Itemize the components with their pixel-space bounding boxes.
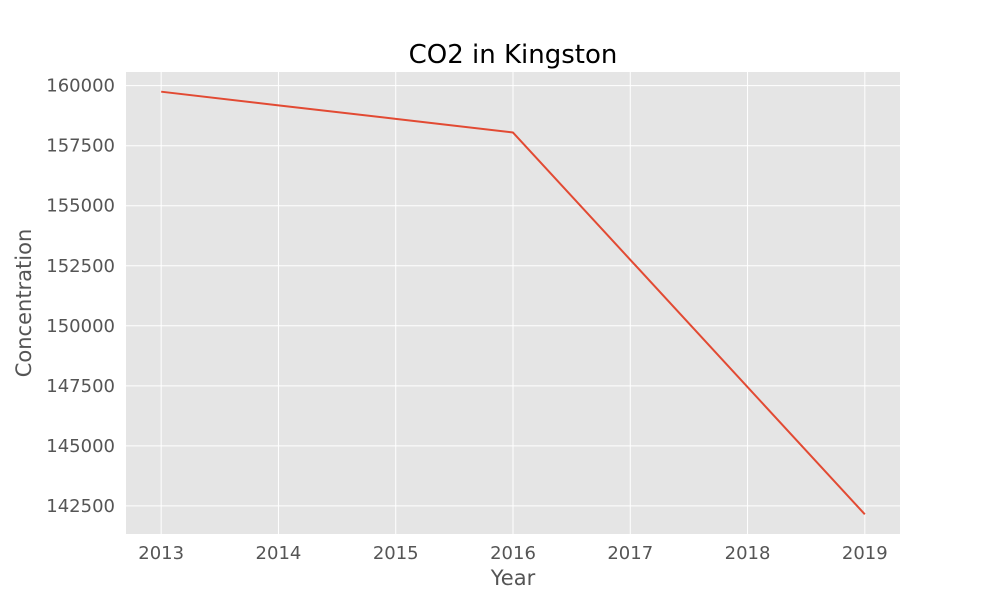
series-layer [161,90,866,515]
x-tick-label: 2019 [842,543,888,564]
x-tick-label: 2017 [607,543,653,564]
x-tick-labels: 2013 2014 2015 2016 2017 2018 2019 [138,543,887,564]
y-tick-label: 155000 [46,196,115,217]
x-axis-label: Year [490,566,536,590]
y-axis-label: Concentration [12,229,36,378]
x-tick-label: 2013 [138,543,184,564]
y-tick-label: 152500 [46,256,115,277]
x-tick-label: 2016 [490,543,536,564]
x-tick-label: 2014 [256,543,302,564]
y-tick-label: 150000 [46,316,115,337]
y-tick-label: 142500 [46,496,115,517]
y-gridlines [126,85,900,507]
chart-title: CO2 in Kingston [409,40,618,70]
y-tick-label: 160000 [46,76,115,97]
y-tick-label: 145000 [46,436,115,457]
x-tick-label: 2015 [373,543,419,564]
y-tick-label: 157500 [46,136,115,157]
x-tick-label: 2018 [725,543,771,564]
series-line [161,90,866,515]
y-tick-labels: 142500 145000 147500 150000 152500 155000 1575… [46,76,115,517]
y-tick-label: 147500 [46,376,115,397]
x-gridlines [160,72,866,534]
